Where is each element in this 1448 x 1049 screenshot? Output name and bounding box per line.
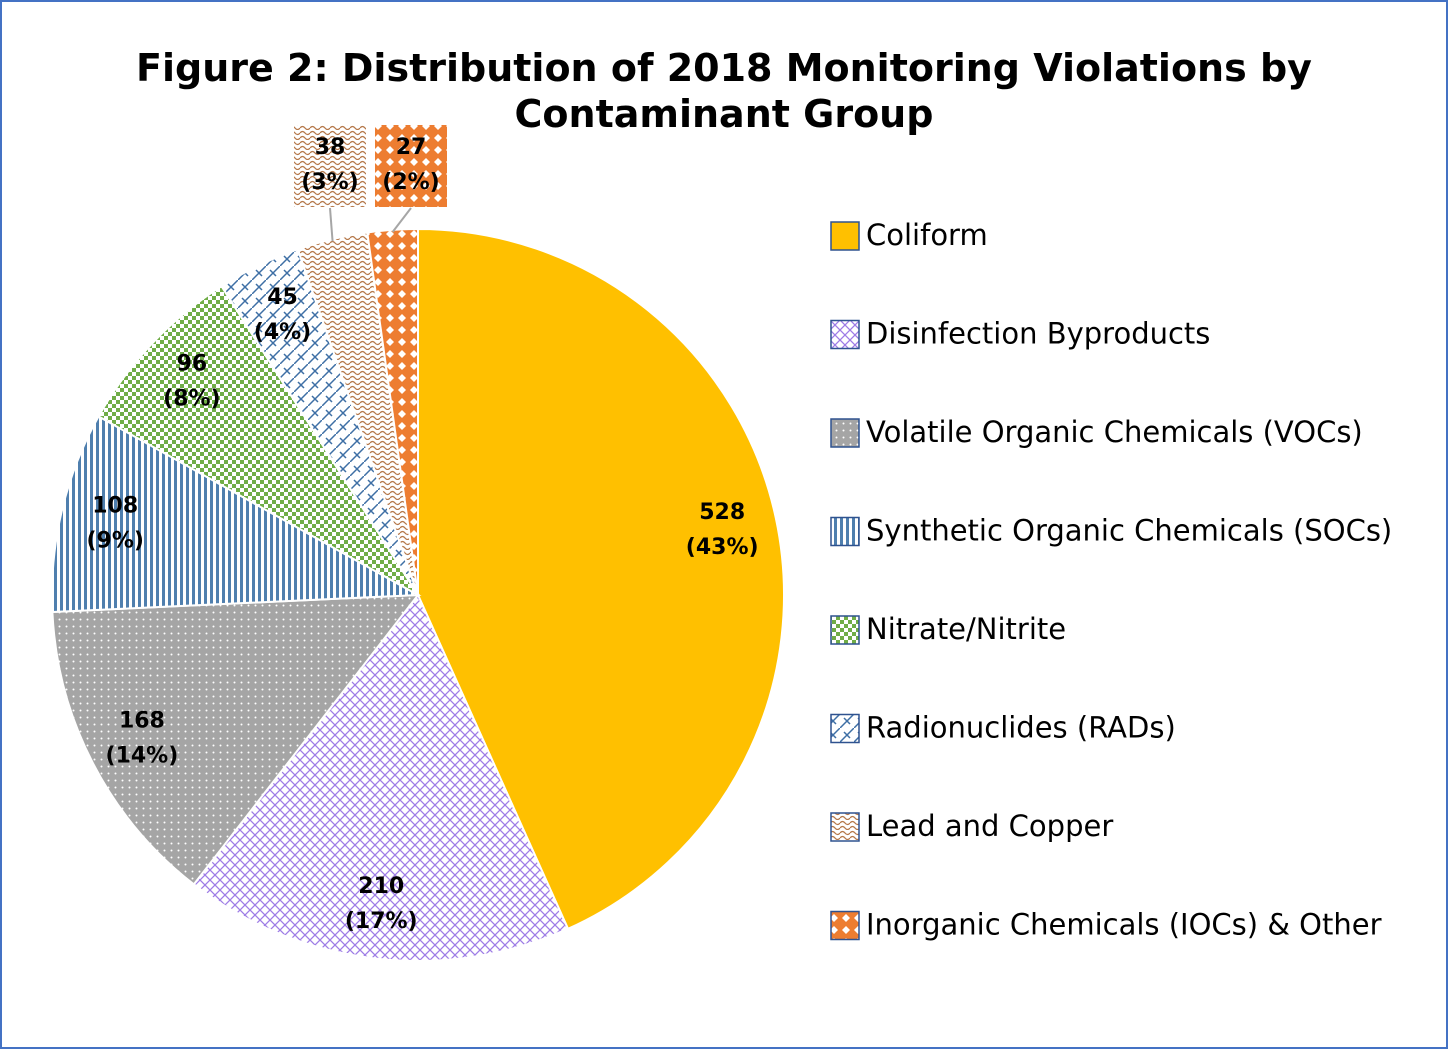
data-label: 38 (3%) [301,135,358,195]
legend-swatch [830,516,860,547]
label-box [294,125,366,207]
chart-title: Figure 2: Distribution of 2018 Monitorin… [136,46,1312,136]
data-label: 528 (43%) [686,500,759,560]
legend-label: Volatile Organic Chemicals (VOCs) [866,415,1363,449]
pie-slice [51,415,422,614]
pie-slice [417,227,785,931]
data-label: 210 (17%) [345,874,418,934]
data-label: 45 (4%) [254,285,311,345]
legend-swatch [830,910,860,941]
legend-label: Nitrate/Nitrite [866,612,1066,646]
legend-swatch [830,812,860,842]
data-label: 168 (14%) [106,708,179,768]
leader-line [329,207,334,242]
pie-slice [97,284,419,596]
legend-swatch [830,713,860,744]
data-label: 27 (2%) [382,135,439,195]
legend-swatch [830,615,860,645]
legend-swatch [830,221,860,251]
legend-label: Coliform [866,218,988,252]
legend-label: Synthetic Organic Chemicals (SOCs) [866,514,1392,548]
pie-slice [51,593,421,886]
pie-slice [192,593,570,962]
leader-line [391,207,412,233]
label-box [375,125,447,207]
data-label: 108 (9%) [86,494,143,554]
legend-label: Inorganic Chemicals (IOCs) & Other [866,908,1382,942]
legend-swatch [830,319,860,350]
data-label: 96 (8%) [163,351,220,411]
legend-label: Radionuclides (RADs) [866,711,1176,745]
legend-swatch [830,418,860,448]
legend-label: Disinfection Byproducts [866,317,1210,351]
pie-slice [366,227,419,596]
legend-label: Lead and Copper [866,809,1113,843]
